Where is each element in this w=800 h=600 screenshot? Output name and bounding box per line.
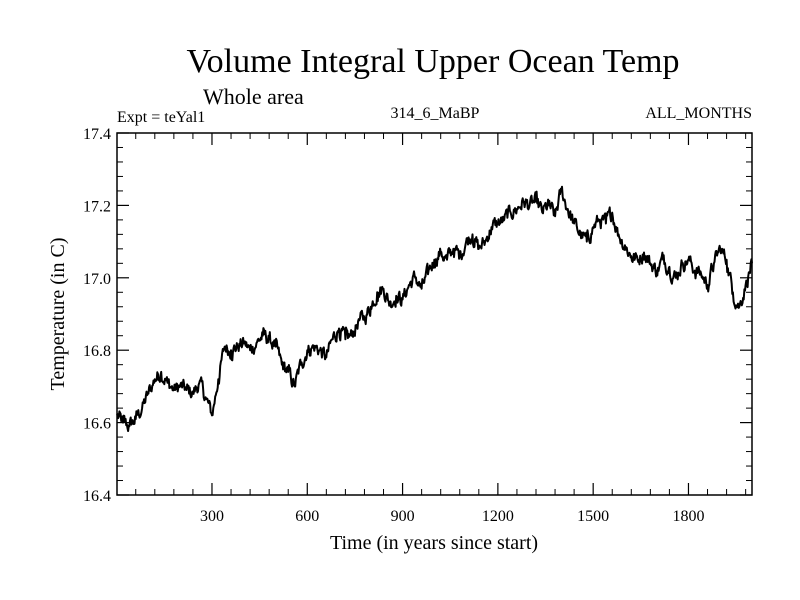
y-tick-label: 17.2 [83, 198, 111, 215]
y-tick-label: 17.4 [83, 126, 111, 143]
chart-subtitle: Whole area [203, 84, 304, 109]
y-axis-label: Temperature (in C) [47, 238, 69, 391]
y-tick-label: 17.0 [83, 271, 111, 288]
plot-frame [116, 132, 753, 496]
x-tick-label: 900 [391, 508, 415, 525]
x-tick-label: 1800 [672, 508, 704, 525]
months-label: ALL_MONTHS [645, 105, 752, 122]
y-tick-label: 16.6 [83, 416, 111, 433]
period-label: 314_6_MaBP [391, 105, 480, 122]
x-tick-label: 1500 [577, 508, 609, 525]
x-axis-label: Time (in years since start) [330, 532, 538, 554]
x-tick-label: 1200 [482, 508, 514, 525]
experiment-label: Expt = teYal1 [117, 109, 205, 126]
chart-title: Volume Integral Upper Ocean Temp [187, 43, 680, 80]
axis-tick-labels: 300 600 900 1200 1500 1800 16.4 16.6 16.8 17.0 17.… [83, 126, 704, 525]
axis-ticks [117, 132, 752, 496]
series-line-temperature [116, 185, 753, 432]
y-tick-label: 16.4 [83, 488, 111, 505]
y-tick-label: 16.8 [83, 343, 111, 360]
x-tick-label: 600 [295, 508, 319, 525]
x-tick-label: 300 [200, 508, 224, 525]
